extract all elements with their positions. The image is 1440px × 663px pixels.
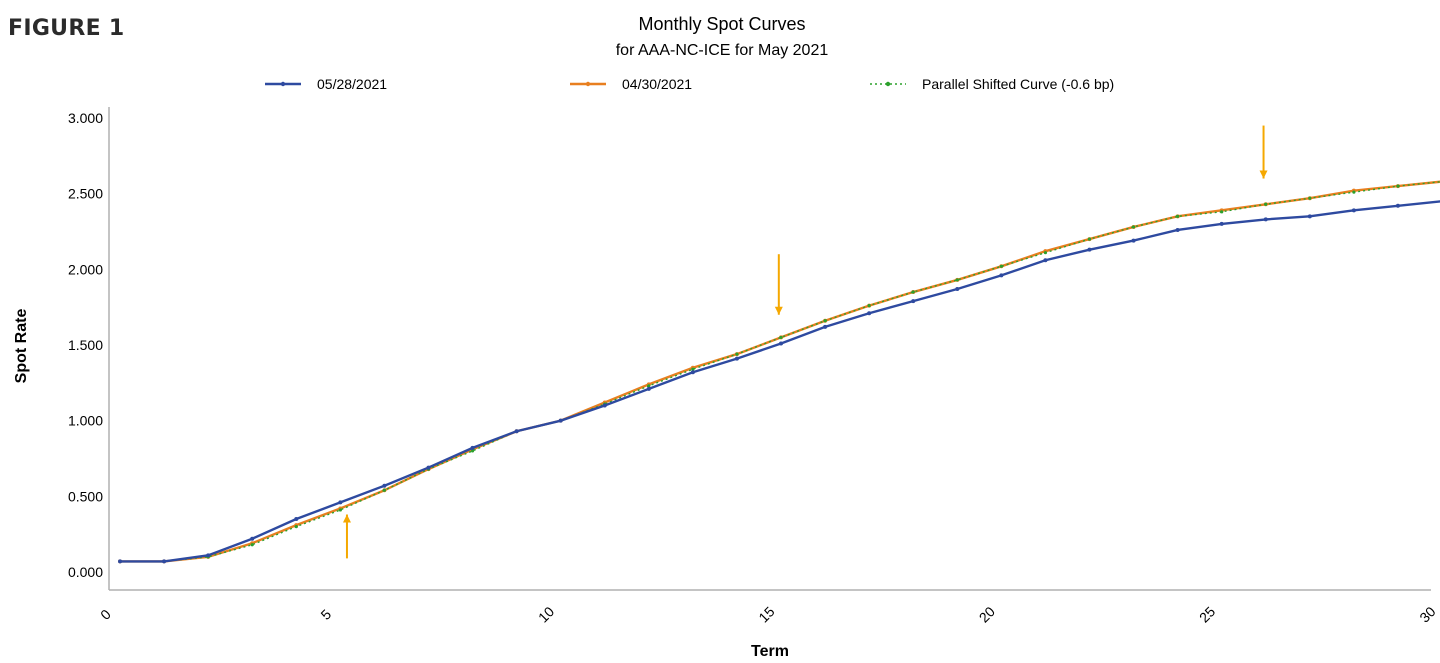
data-point: [779, 341, 784, 346]
y-tick-label: 0.000: [68, 564, 103, 580]
data-point: [955, 287, 960, 292]
data-point: [558, 418, 563, 423]
annotation-arrow-head: [774, 306, 783, 315]
annotations: [342, 125, 1268, 559]
data-point: [470, 445, 475, 450]
data-point: [867, 311, 872, 316]
data-point: [338, 508, 342, 512]
series-green: [118, 181, 1440, 564]
x-axis-title: Term: [751, 643, 789, 660]
data-point: [1176, 214, 1180, 218]
data-point: [690, 370, 695, 375]
data-point: [382, 483, 387, 488]
data-point: [1308, 196, 1312, 200]
y-axis-title: Spot Rate: [13, 309, 30, 384]
data-point: [1087, 247, 1092, 252]
data-point: [735, 352, 739, 356]
x-tick-label: 15: [755, 603, 777, 625]
data-point: [1043, 251, 1048, 255]
annotation-arrow-head: [1259, 170, 1268, 179]
data-point: [250, 543, 254, 547]
data-point: [911, 299, 916, 304]
data-point: [823, 324, 828, 329]
chart-title: Monthly Spot Curves: [638, 14, 805, 34]
data-point: [206, 553, 211, 558]
legend: 05/28/2021 04/30/2021 Parallel Shifted Cur…: [265, 76, 1114, 92]
data-point: [1131, 238, 1136, 243]
legend-label: Parallel Shifted Curve (-0.6 bp): [922, 76, 1114, 92]
data-point: [426, 465, 431, 470]
data-point: [955, 278, 959, 282]
y-tick-label: 1.000: [68, 413, 103, 429]
axes: 0.000 0.500 1.000 1.500 2.000 2.500 3.000 0 5 10 1…: [68, 107, 1439, 626]
data-point: [1396, 184, 1400, 188]
series-layer: [118, 180, 1440, 564]
series-blue: [118, 200, 1440, 564]
data-point: [911, 290, 915, 294]
data-point: [999, 264, 1003, 268]
annotation-arrow-head: [342, 514, 351, 523]
series-line: [120, 181, 1440, 563]
data-point: [514, 429, 519, 434]
legend-marker: [280, 81, 286, 87]
data-point: [250, 536, 255, 541]
data-point: [867, 304, 871, 308]
data-point: [1175, 227, 1180, 232]
data-point: [1087, 237, 1092, 241]
data-point: [1395, 203, 1400, 208]
x-tick-label: 10: [535, 603, 557, 625]
x-tick-label: 30: [1416, 603, 1438, 625]
x-tick-label: 0: [97, 606, 114, 623]
data-point: [1219, 221, 1224, 226]
series-orange: [118, 180, 1440, 564]
x-tick-label: 20: [976, 603, 998, 625]
data-point: [1131, 225, 1136, 229]
legend-marker: [885, 81, 891, 87]
series-line: [120, 200, 1440, 563]
data-point: [470, 449, 475, 453]
y-tick-label: 1.500: [68, 337, 103, 353]
data-point: [1264, 202, 1268, 206]
legend-label: 05/28/2021: [317, 76, 387, 92]
data-point: [294, 517, 299, 522]
figure-label: FIGURE 1: [8, 16, 125, 41]
data-point: [1351, 208, 1356, 213]
y-tick-label: 3.000: [68, 110, 103, 126]
data-point: [1263, 217, 1268, 222]
data-point: [999, 273, 1004, 278]
data-point: [118, 559, 123, 564]
data-point: [823, 319, 827, 323]
data-point: [1043, 258, 1048, 263]
data-point: [734, 356, 739, 361]
data-point: [382, 488, 387, 492]
data-point: [691, 367, 695, 371]
y-tick-label: 0.500: [68, 488, 103, 504]
data-point: [779, 335, 783, 340]
series-line: [120, 180, 1440, 563]
legend-marker: [585, 81, 591, 87]
data-point: [647, 384, 651, 388]
data-point: [1307, 214, 1312, 219]
chart-subtitle: for AAA-NC-ICE for May 2021: [616, 42, 829, 59]
data-point: [338, 500, 343, 505]
data-point: [646, 386, 651, 391]
data-point: [294, 525, 298, 529]
data-point: [162, 559, 167, 564]
data-point: [1352, 190, 1356, 194]
y-tick-label: 2.500: [68, 186, 103, 202]
legend-label: 04/30/2021: [622, 76, 692, 92]
data-point: [602, 403, 607, 408]
x-tick-label: 25: [1196, 603, 1218, 625]
x-tick-label: 5: [317, 606, 334, 623]
data-point: [1220, 210, 1224, 214]
y-tick-label: 2.000: [68, 261, 103, 277]
